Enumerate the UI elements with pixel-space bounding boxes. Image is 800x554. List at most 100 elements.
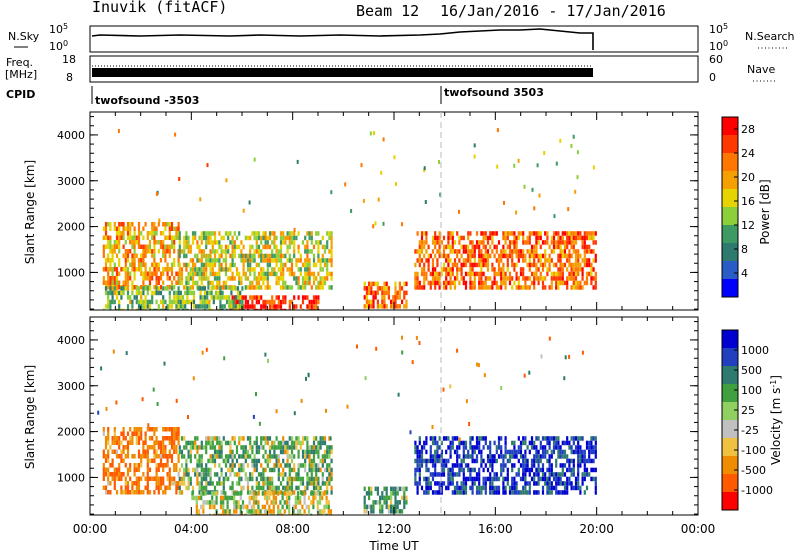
echo-cell bbox=[122, 244, 125, 249]
echo-cell bbox=[502, 458, 505, 464]
echo-cell bbox=[429, 271, 432, 277]
echo-cell bbox=[209, 454, 212, 459]
echo-cell bbox=[146, 427, 149, 432]
echo-cell bbox=[211, 495, 214, 501]
echo-cell bbox=[207, 231, 210, 236]
echo-cell bbox=[486, 476, 490, 482]
echo-cell bbox=[240, 295, 243, 300]
echo-cell bbox=[120, 476, 123, 481]
echo-cell bbox=[425, 476, 428, 482]
echo-cell bbox=[122, 235, 125, 240]
echo-cell bbox=[530, 262, 534, 268]
echo-cell bbox=[120, 231, 123, 236]
echo-cell bbox=[240, 485, 243, 491]
echo-cell bbox=[453, 276, 457, 281]
echo-cell bbox=[317, 485, 320, 491]
echo-cell bbox=[277, 472, 280, 477]
echo-cell bbox=[317, 295, 320, 300]
echo-cell bbox=[403, 295, 406, 300]
echo-cell bbox=[202, 249, 206, 254]
echo-cell bbox=[552, 240, 556, 245]
echo-cell bbox=[253, 308, 256, 310]
echo-cell bbox=[438, 285, 441, 290]
echo-cell bbox=[224, 249, 228, 254]
echo-cell bbox=[147, 423, 150, 428]
echo-cell bbox=[272, 509, 275, 514]
echo-cell bbox=[511, 485, 514, 491]
echo-cell bbox=[467, 258, 470, 263]
echo-cell bbox=[489, 458, 492, 464]
echo-cell bbox=[170, 244, 174, 249]
echo-cell bbox=[539, 276, 542, 281]
echo-cell bbox=[469, 262, 472, 268]
echo-cell bbox=[282, 271, 285, 277]
echo-cell bbox=[113, 431, 116, 436]
echo-cell bbox=[135, 481, 138, 486]
echo-cell bbox=[273, 304, 276, 309]
echo-cell bbox=[144, 271, 147, 276]
echo-cell bbox=[405, 281, 408, 287]
echo-cell bbox=[579, 267, 582, 272]
echo-cell bbox=[420, 445, 424, 450]
echo-cell bbox=[312, 244, 316, 250]
echo-cell bbox=[257, 504, 260, 510]
echo-cell bbox=[225, 299, 229, 305]
echo-cell bbox=[566, 267, 569, 272]
echo-cell bbox=[164, 463, 167, 468]
echo-cell bbox=[577, 449, 580, 455]
echo-cell bbox=[133, 276, 136, 281]
echo-cell bbox=[159, 258, 163, 263]
echo-cell bbox=[155, 436, 158, 441]
echo-cell bbox=[164, 485, 167, 490]
echo-cell bbox=[253, 258, 256, 263]
echo-cell bbox=[301, 491, 304, 496]
velocity-ylabel: Slant Range [km] bbox=[23, 365, 37, 469]
echo-cell bbox=[418, 440, 421, 446]
echo-cell bbox=[288, 240, 291, 245]
echo-cell bbox=[273, 271, 276, 277]
echo-cell bbox=[137, 436, 141, 441]
echo-cell bbox=[222, 481, 225, 486]
echo-cell bbox=[146, 476, 149, 481]
echo-cell bbox=[144, 276, 147, 281]
echo-cell bbox=[416, 458, 419, 464]
echo-cell bbox=[484, 280, 487, 286]
echo-cell bbox=[385, 286, 388, 291]
echo-cell bbox=[438, 231, 441, 236]
echo-cell bbox=[557, 445, 560, 450]
echo-cell bbox=[572, 463, 575, 468]
echo-cell bbox=[275, 463, 278, 468]
echo-cell bbox=[195, 500, 198, 505]
echo-cell bbox=[557, 476, 560, 482]
echo-cell bbox=[364, 376, 367, 381]
echo-cell bbox=[202, 262, 206, 268]
echo-cell bbox=[482, 481, 485, 486]
echo-cell bbox=[155, 271, 158, 276]
echo-cell bbox=[583, 458, 586, 464]
echo-cell bbox=[434, 472, 437, 477]
echo-cell bbox=[111, 286, 114, 291]
echo-cell bbox=[310, 231, 313, 236]
echo-cell bbox=[168, 485, 171, 490]
echo-cell bbox=[253, 454, 256, 459]
echo-cell bbox=[178, 235, 181, 241]
echo-cell bbox=[515, 235, 518, 241]
echo-cell bbox=[447, 231, 450, 236]
echo-cell bbox=[235, 445, 239, 450]
echo-cell bbox=[414, 449, 417, 455]
echo-cell bbox=[137, 431, 141, 436]
echo-cell bbox=[579, 458, 582, 464]
echo-cell bbox=[570, 445, 573, 450]
echo-cell bbox=[199, 299, 202, 305]
echo-cell bbox=[213, 271, 217, 277]
echo-cell bbox=[200, 491, 203, 496]
echo-cell bbox=[189, 476, 192, 482]
echo-cell bbox=[277, 299, 280, 305]
echo-cell bbox=[379, 495, 382, 501]
echo-cell bbox=[111, 463, 114, 468]
echo-cell bbox=[469, 267, 472, 272]
echo-cell bbox=[478, 472, 481, 477]
echo-cell bbox=[155, 191, 158, 196]
echo-cell bbox=[235, 235, 239, 241]
